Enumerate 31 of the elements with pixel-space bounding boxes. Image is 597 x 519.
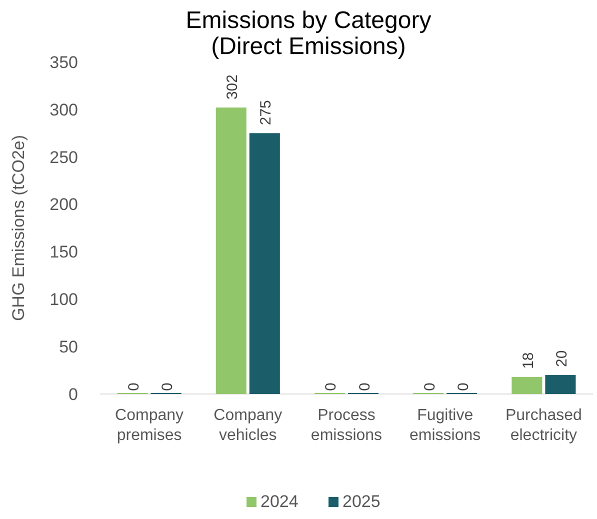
data-label: 0	[159, 382, 176, 391]
bar	[216, 108, 246, 394]
data-label: 0	[322, 382, 340, 391]
legend-label: 2025	[342, 492, 380, 511]
y-tick-label: 150	[50, 242, 78, 262]
chart-title: Emissions by Category (Direct Emissions)	[186, 7, 432, 60]
y-tick-label: 100	[50, 290, 78, 310]
data-label: 0	[421, 382, 438, 391]
data-label: 20	[553, 350, 570, 368]
x-tick-label: Fugitive emissions	[410, 407, 481, 444]
x-tick-label: Company vehicles	[214, 407, 282, 444]
y-tick-label: 200	[50, 195, 78, 214]
y-tick-label: 250	[50, 148, 78, 167]
bar	[545, 375, 576, 394]
y-axis-title: GHG Emissions (tCO2e)	[9, 134, 28, 322]
data-label: 302	[224, 74, 242, 100]
y-tick-label: 300	[50, 100, 78, 120]
x-tick-label: Purchased electricity	[505, 407, 582, 444]
data-label: 0	[126, 382, 143, 391]
data-label: 0	[356, 382, 374, 391]
data-label: 0	[454, 382, 472, 391]
y-tick-label: 0	[68, 384, 78, 404]
x-tick-label: Process emissions	[310, 407, 382, 444]
legend-label: 2024	[260, 492, 298, 511]
y-tick-label: 350	[50, 52, 78, 72]
data-label: 18	[520, 352, 537, 369]
bar	[512, 376, 542, 394]
x-tick-label: Company premises	[115, 407, 184, 444]
bar	[249, 133, 280, 394]
data-label: 275	[258, 100, 275, 126]
y-tick-label: 50	[59, 338, 78, 357]
